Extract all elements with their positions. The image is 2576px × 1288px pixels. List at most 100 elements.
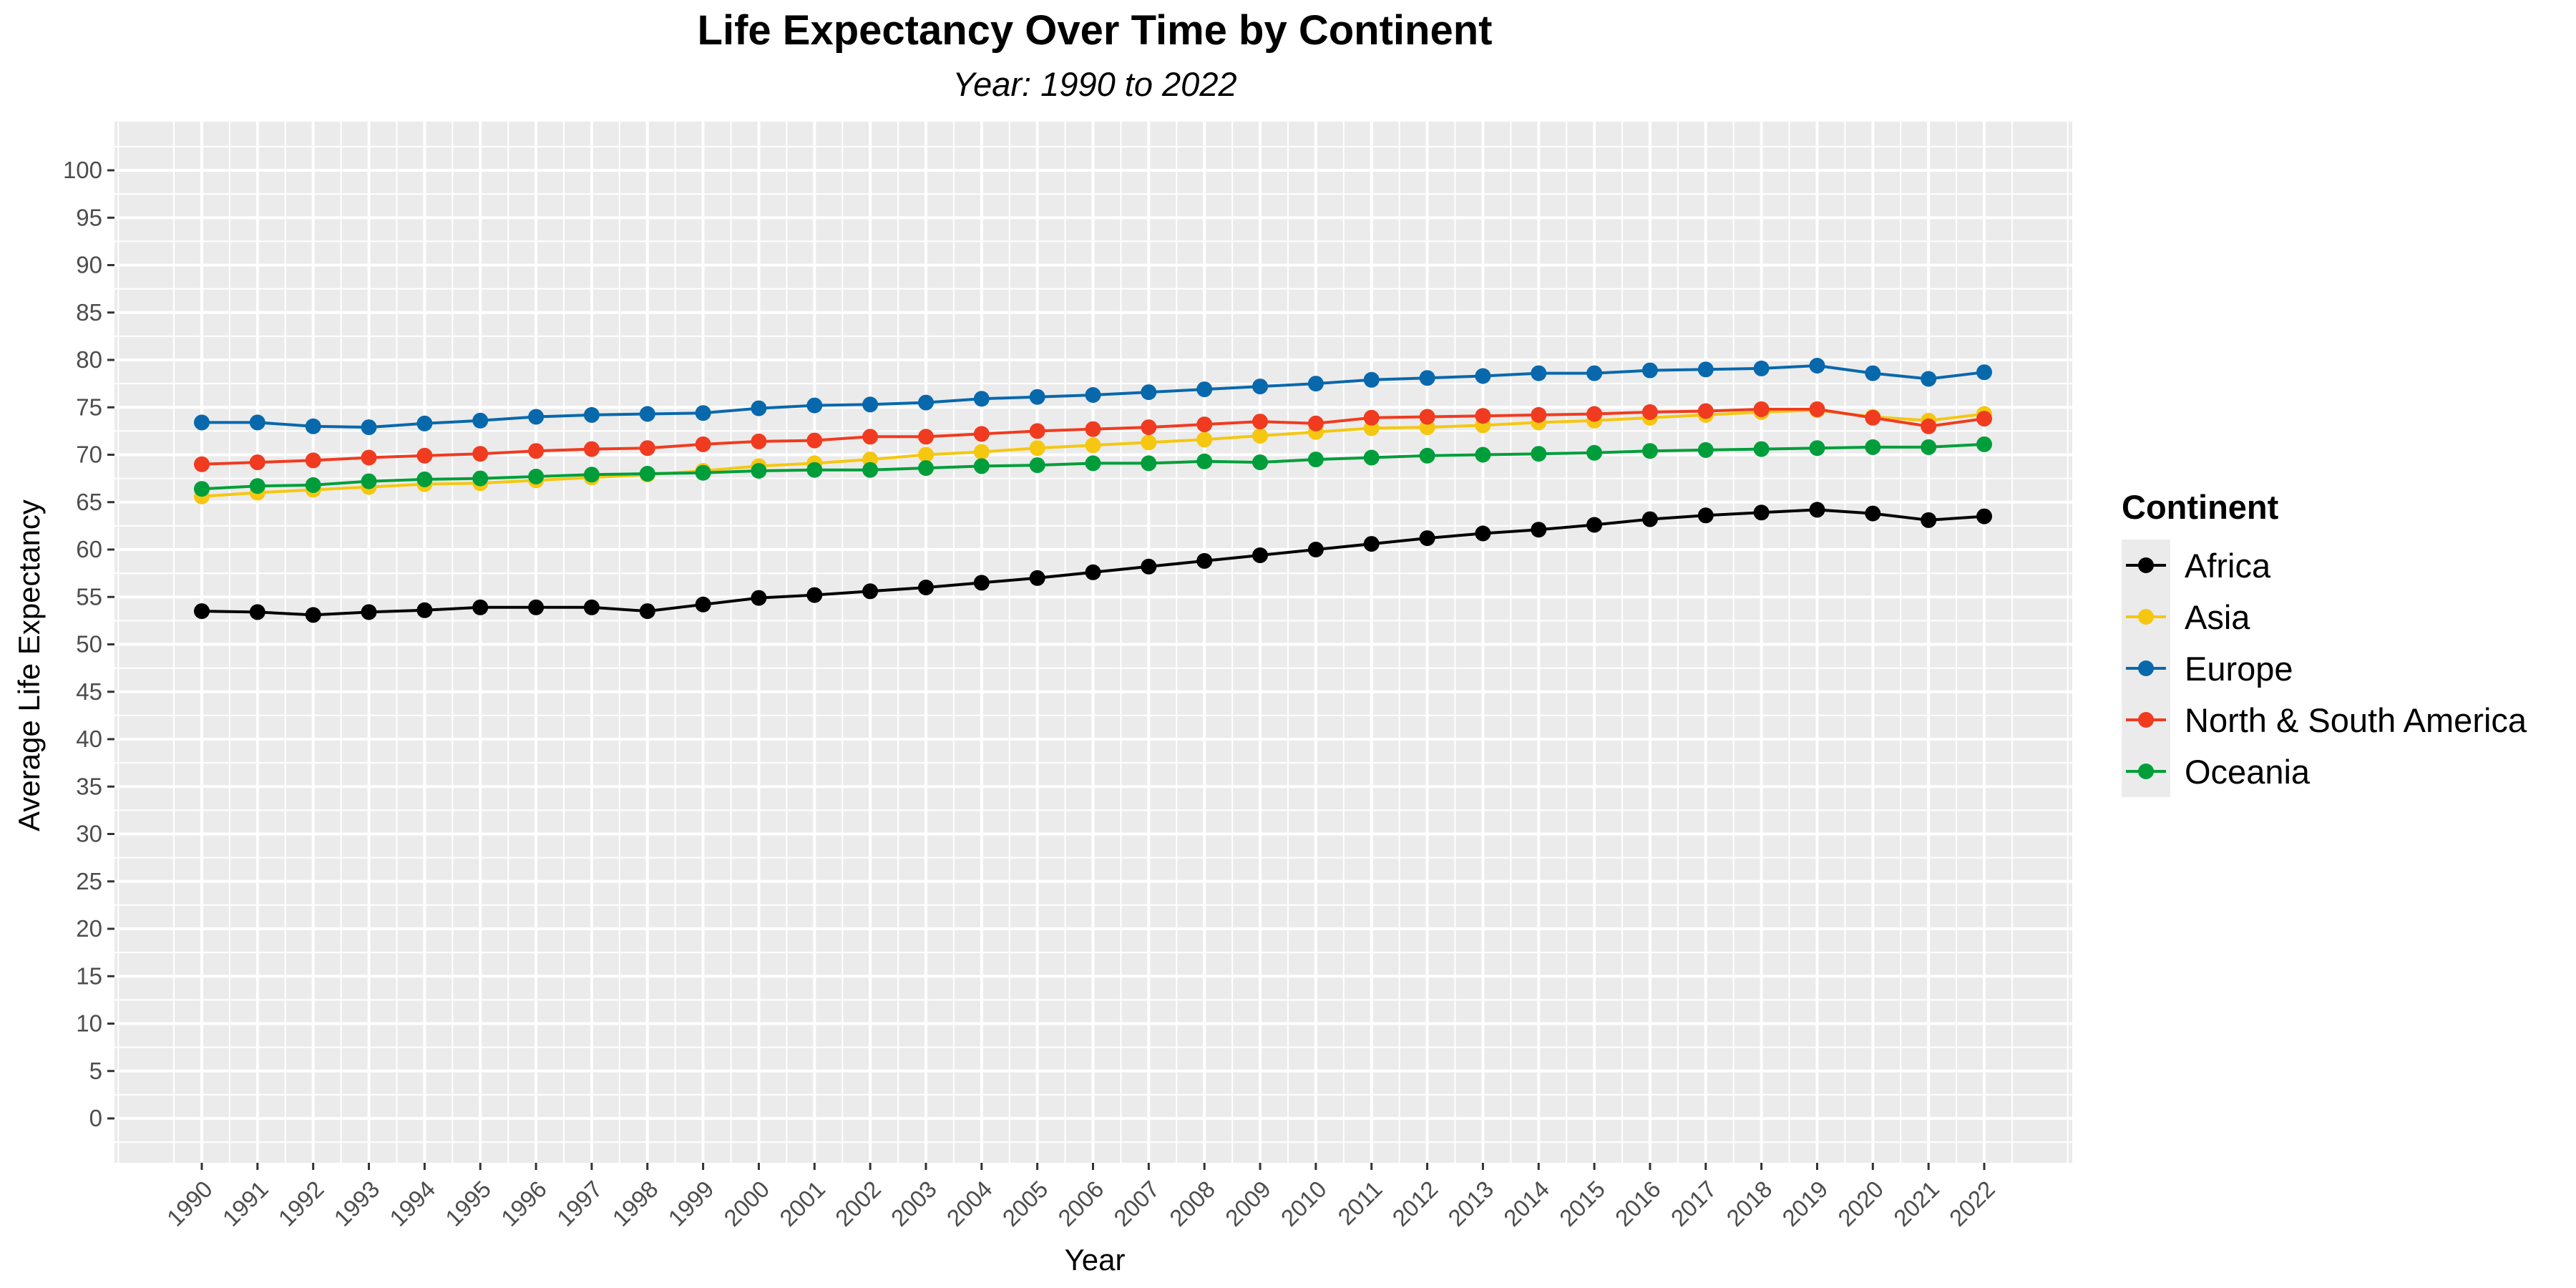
y-tick-label: 45: [76, 678, 102, 705]
legend-label: Asia: [2185, 598, 2250, 636]
data-point-africa: [1085, 564, 1101, 580]
y-tick-label: 65: [76, 489, 102, 515]
chart-subtitle: Year: 1990 to 2022: [952, 65, 1236, 103]
data-point-north-south-america: [973, 426, 990, 442]
data-point-africa: [1865, 505, 1881, 522]
data-point-europe: [1419, 370, 1435, 386]
data-point-oceania: [1586, 444, 1603, 461]
y-tick-label: 100: [63, 157, 102, 183]
data-point-north-south-america: [806, 432, 823, 449]
data-point-africa: [1252, 547, 1268, 563]
y-tick-label: 25: [76, 868, 102, 894]
legend-label: Africa: [2185, 547, 2271, 585]
legend-title: Continent: [2122, 488, 2279, 526]
data-point-oceania: [806, 462, 823, 478]
x-axis-title: Year: [1065, 1243, 1126, 1277]
data-point-north-south-america: [1865, 409, 1881, 426]
y-tick-label: 75: [76, 394, 102, 420]
y-tick-label: 15: [76, 962, 102, 989]
data-point-oceania: [1475, 447, 1491, 463]
data-point-oceania: [1196, 453, 1213, 469]
y-tick-label: 5: [89, 1058, 102, 1084]
data-point-europe: [1029, 389, 1045, 405]
legend-item-africa: Africa: [2122, 540, 2271, 591]
legend-key-point: [2138, 712, 2154, 728]
y-tick-label: 20: [76, 915, 102, 942]
data-point-europe: [973, 391, 990, 407]
data-point-africa: [472, 599, 489, 615]
data-point-north-south-america: [249, 454, 265, 471]
y-tick-label: 55: [76, 583, 102, 610]
data-point-africa: [806, 587, 823, 603]
data-point-oceania: [751, 463, 767, 479]
data-point-oceania: [361, 473, 377, 489]
data-point-oceania: [249, 478, 265, 494]
data-point-north-south-america: [1531, 406, 1547, 423]
data-point-africa: [1753, 504, 1770, 521]
y-tick-label: 85: [76, 299, 102, 326]
data-point-africa: [194, 603, 210, 620]
data-point-africa: [1029, 570, 1045, 586]
data-point-europe: [639, 406, 655, 422]
data-point-africa: [1419, 530, 1435, 547]
data-point-africa: [583, 599, 600, 615]
data-point-oceania: [528, 469, 545, 484]
legend-key-point: [2138, 660, 2154, 676]
data-point-africa: [249, 604, 265, 620]
y-tick-label: 40: [76, 726, 102, 752]
data-point-north-south-america: [1697, 403, 1714, 419]
data-point-africa: [1141, 558, 1157, 575]
data-point-africa: [1697, 507, 1714, 524]
y-tick-label: 60: [76, 536, 102, 562]
data-point-africa: [751, 590, 767, 606]
major-gridlines: [114, 122, 2072, 1163]
data-point-europe: [918, 394, 934, 411]
series-europe: [194, 358, 1992, 436]
data-point-europe: [1865, 365, 1881, 381]
data-point-oceania: [1085, 455, 1101, 472]
data-point-europe: [1976, 364, 1992, 381]
data-point-north-south-america: [361, 449, 377, 466]
legend-item-north-south-america: North & South America: [2122, 694, 2527, 746]
data-point-africa: [1531, 522, 1547, 538]
data-point-asia: [918, 447, 934, 463]
data-point-north-south-america: [1475, 408, 1491, 424]
legend-label: North & South America: [2185, 701, 2527, 739]
data-point-north-south-america: [472, 446, 489, 462]
data-point-north-south-america: [583, 441, 600, 457]
data-point-europe: [416, 415, 433, 431]
data-point-oceania: [1865, 439, 1881, 455]
data-point-north-south-america: [416, 447, 433, 464]
data-point-oceania: [1029, 457, 1045, 474]
y-tick-label: 0: [89, 1105, 102, 1131]
y-axis: 0 5 10 15 20 25 30 35 40 45 50 55 60 65 70 75 80 85 90 95 10…: [63, 157, 114, 1131]
data-point-oceania: [1419, 447, 1435, 464]
y-tick-label: 90: [76, 252, 102, 278]
data-point-europe: [1307, 376, 1324, 392]
data-point-europe: [1921, 371, 1937, 387]
data-point-oceania: [1697, 441, 1714, 458]
data-point-oceania: [1252, 454, 1268, 471]
data-point-north-south-america: [918, 429, 934, 445]
data-point-oceania: [1921, 439, 1937, 455]
y-tick-label: 10: [76, 1010, 102, 1037]
data-point-asia: [1141, 434, 1157, 451]
data-point-oceania: [583, 467, 600, 483]
data-point-oceania: [695, 464, 711, 481]
data-point-north-south-america: [1753, 401, 1770, 417]
data-point-europe: [528, 409, 545, 425]
data-point-europe: [1252, 379, 1268, 395]
data-point-north-south-america: [1976, 411, 1992, 427]
data-point-africa: [1196, 552, 1213, 569]
legend-label: Oceania: [2185, 753, 2311, 791]
series-layer: [194, 358, 1992, 623]
data-point-north-south-america: [1641, 404, 1658, 420]
data-point-oceania: [1363, 449, 1380, 466]
data-point-oceania: [1141, 455, 1157, 472]
data-point-europe: [1363, 371, 1380, 388]
data-point-oceania: [194, 481, 210, 497]
data-point-oceania: [1753, 441, 1770, 457]
y-tick-label: 95: [76, 204, 102, 230]
data-point-europe: [1085, 387, 1101, 403]
